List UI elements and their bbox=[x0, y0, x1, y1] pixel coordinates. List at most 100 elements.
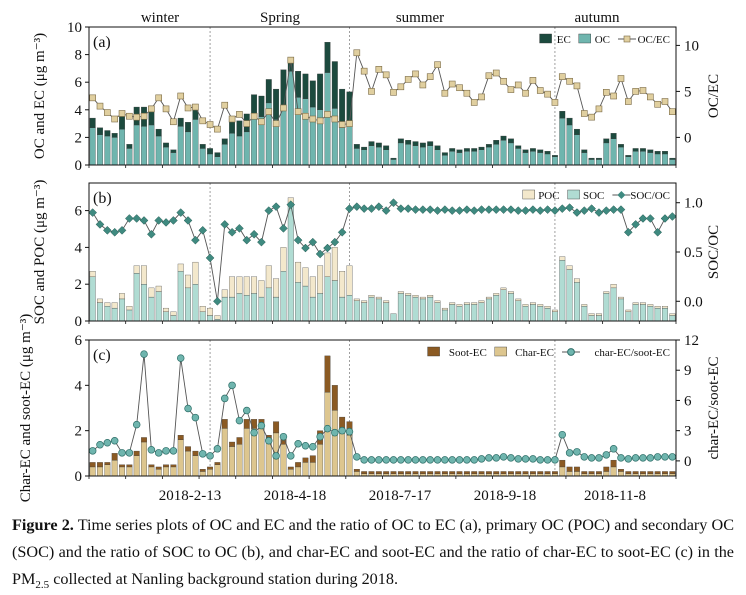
bar-poc bbox=[500, 287, 507, 290]
bar-ec bbox=[552, 155, 558, 157]
bar-char-ec bbox=[207, 469, 213, 477]
ratio-point bbox=[199, 117, 207, 125]
bar-soot-ec bbox=[669, 471, 676, 474]
bar-char-ec bbox=[141, 441, 147, 477]
ratio-point bbox=[653, 227, 663, 237]
ratio-point bbox=[367, 204, 376, 213]
bar-poc bbox=[185, 274, 191, 289]
bar-oc bbox=[368, 145, 375, 166]
bar-oc bbox=[507, 142, 514, 166]
bar-soc bbox=[273, 296, 280, 322]
ratio-point bbox=[228, 381, 236, 390]
bar-ec bbox=[368, 141, 375, 146]
bar-oc bbox=[669, 159, 676, 166]
bar-oc bbox=[632, 151, 639, 166]
bar-soc bbox=[185, 287, 191, 322]
bar-char-ec bbox=[199, 471, 206, 477]
ratio-point bbox=[301, 442, 310, 450]
y2-tick-label: 0.5 bbox=[684, 245, 703, 261]
bar-ec bbox=[537, 149, 544, 153]
ratio-point bbox=[154, 449, 163, 457]
ratio-point bbox=[397, 456, 405, 464]
ratio-point bbox=[396, 204, 406, 213]
ratio-point bbox=[132, 214, 142, 223]
ratio-point bbox=[198, 225, 208, 235]
bar-ec bbox=[185, 122, 191, 133]
legend-swatch bbox=[567, 189, 580, 200]
bar-poc bbox=[566, 265, 573, 270]
ratio-point bbox=[345, 427, 354, 436]
ratio-point bbox=[324, 111, 331, 118]
bar-oc bbox=[559, 117, 566, 166]
bar-ec bbox=[500, 135, 507, 141]
bar-oc bbox=[229, 133, 235, 166]
y-tick-label: 8 bbox=[75, 48, 83, 64]
bar-poc bbox=[163, 307, 169, 312]
bar-soc bbox=[500, 289, 507, 322]
ratio-point bbox=[287, 452, 295, 460]
bar-soc bbox=[346, 295, 353, 322]
bar-soc bbox=[192, 284, 199, 322]
bar-poc bbox=[214, 315, 221, 320]
ratio-point bbox=[257, 421, 266, 430]
ratio-point bbox=[265, 436, 273, 445]
bar-soot-ec bbox=[552, 471, 558, 474]
bar-oc bbox=[471, 151, 478, 166]
bar-oc bbox=[353, 148, 360, 166]
bar-ec bbox=[530, 148, 536, 152]
y2-axis-label: OC/EC bbox=[706, 74, 722, 118]
bar-soot-ec bbox=[302, 457, 309, 463]
bar-poc bbox=[104, 302, 111, 307]
ratio-point bbox=[88, 447, 97, 455]
bar-oc bbox=[596, 159, 602, 166]
bar-poc bbox=[456, 304, 463, 307]
bar-ec bbox=[632, 148, 639, 152]
bar-poc bbox=[236, 276, 243, 294]
bar-poc bbox=[478, 300, 485, 303]
bar-soot-ec bbox=[463, 471, 470, 474]
ratio-point bbox=[118, 110, 126, 117]
ratio-point bbox=[433, 456, 442, 464]
y-tick-label: 4 bbox=[75, 378, 83, 394]
ratio-point bbox=[375, 66, 383, 73]
ratio-point bbox=[103, 439, 112, 447]
bar-ec bbox=[581, 149, 588, 153]
ratio-point bbox=[595, 105, 603, 113]
bar-poc bbox=[434, 300, 441, 303]
bar-ec bbox=[618, 144, 624, 148]
bar-oc bbox=[566, 124, 573, 166]
bar-oc bbox=[618, 146, 624, 166]
ratio-point bbox=[110, 436, 119, 445]
bar-poc bbox=[463, 302, 470, 305]
bar-soot-ec bbox=[419, 471, 426, 474]
ratio-point bbox=[104, 109, 111, 116]
ratio-point bbox=[469, 206, 479, 215]
bar-ec bbox=[397, 138, 404, 144]
ratio-point bbox=[102, 225, 112, 235]
ratio-point bbox=[625, 98, 632, 105]
bar-soc bbox=[478, 302, 485, 322]
bar-poc bbox=[493, 293, 500, 296]
bar-soc bbox=[463, 304, 470, 322]
y-tick-label: 6 bbox=[75, 333, 83, 349]
bar-soc bbox=[243, 295, 250, 322]
bar-ec bbox=[89, 117, 96, 128]
bar-soc bbox=[126, 309, 133, 322]
bar-poc bbox=[89, 271, 96, 277]
ratio-point bbox=[403, 204, 413, 213]
ratio-point bbox=[331, 115, 339, 123]
bar-soc bbox=[258, 296, 265, 322]
bar-soc bbox=[412, 296, 419, 322]
ratio-point bbox=[220, 394, 229, 403]
ratio-point bbox=[514, 81, 522, 89]
ratio-point bbox=[294, 440, 302, 448]
bar-soot-ec bbox=[229, 441, 235, 447]
caption-text: Time series plots of OC and EC and the r… bbox=[12, 516, 734, 588]
bar-poc bbox=[243, 276, 250, 296]
caption-subscript: 2.5 bbox=[35, 579, 50, 592]
bar-ec bbox=[324, 42, 331, 73]
bar-soot-ec bbox=[192, 450, 199, 456]
ratio-point bbox=[110, 227, 120, 237]
bar-soot-ec bbox=[361, 471, 368, 474]
ratio-point bbox=[558, 73, 566, 80]
